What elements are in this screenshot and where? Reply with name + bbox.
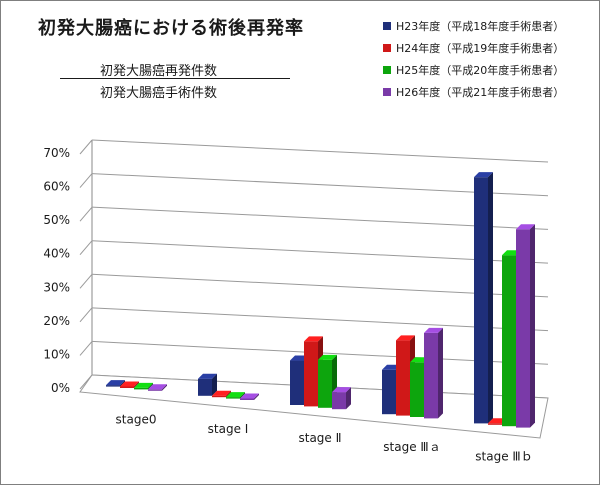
bar-top (226, 392, 245, 398)
gridline-side (79, 206, 93, 222)
bar-top (318, 354, 337, 360)
bar (304, 341, 318, 407)
y-tick-label: 30% (43, 280, 70, 294)
formula-divider (60, 78, 290, 79)
bar-top (212, 390, 231, 396)
legend-swatch (383, 66, 391, 74)
y-tick-label: 70% (43, 146, 70, 160)
gridline (91, 307, 549, 332)
bar (134, 387, 148, 390)
bar (516, 229, 530, 428)
chart-title: 初発大腸癌における術後再発率 (38, 18, 304, 39)
bar (410, 362, 424, 417)
legend-label: H26年度（平成21年度手術患者） (396, 86, 565, 99)
bar (382, 369, 396, 415)
gridline (91, 139, 549, 163)
formula-denominator: 初発大腸癌手術件数 (100, 86, 218, 101)
bar-top (134, 382, 153, 388)
bar (148, 389, 162, 391)
bar-side (488, 172, 493, 424)
gridline (91, 173, 549, 197)
legend-label: H25年度（平成20年度手術患者） (396, 64, 565, 77)
gridline (91, 206, 549, 230)
bar-side (254, 393, 259, 400)
bar-side (226, 390, 231, 398)
legend-label: H23年度（平成18年度手術患者） (396, 20, 565, 33)
y-tick-label: 20% (43, 314, 70, 328)
bar (396, 340, 410, 416)
bar-top (516, 224, 535, 230)
formula-numerator: 初発大腸癌再発件数 (100, 64, 218, 79)
bar-top (396, 335, 415, 341)
legend-item: H26年度（平成21年度手術患者） (383, 81, 564, 103)
y-tick-label: 50% (43, 213, 70, 227)
bar-side (438, 327, 443, 419)
bar (290, 360, 304, 405)
legend-swatch (383, 88, 391, 96)
y-tick-label: 0% (51, 381, 70, 395)
bar-side (120, 380, 125, 387)
x-category-label: stage Ⅰ (208, 422, 249, 436)
gridline-side (79, 139, 93, 155)
legend-swatch (383, 22, 391, 30)
y-tick-label: 40% (43, 247, 70, 261)
bar-top (332, 387, 351, 393)
bar-top (474, 172, 493, 178)
bar (212, 395, 226, 398)
bar (502, 255, 516, 427)
bar (120, 386, 134, 388)
bar (424, 332, 438, 419)
legend-swatch (383, 44, 391, 52)
gridline-side (79, 173, 93, 188)
x-category-label: stage Ⅲａ (383, 440, 440, 454)
bar (318, 359, 332, 408)
bar-side (162, 384, 167, 391)
y-tick-label: 60% (43, 180, 70, 194)
bar-top (304, 336, 323, 342)
bar-side (148, 382, 153, 390)
bar (488, 423, 502, 425)
bar-side (240, 392, 245, 399)
legend-item: H25年度（平成20年度手術患者） (383, 59, 564, 81)
chart-legend: H23年度（平成18年度手術患者） H24年度（平成19年度手術患者） H25年… (383, 15, 564, 103)
bar-side (134, 381, 139, 388)
bar-top (240, 393, 259, 399)
bar (240, 398, 254, 400)
x-category-label: stage Ⅲｂ (475, 449, 532, 463)
bar-top (424, 327, 443, 333)
x-category-label: stage Ⅱ (298, 431, 341, 445)
bar (106, 385, 120, 387)
bar (198, 378, 212, 396)
bar-side (346, 387, 351, 410)
bar (474, 177, 488, 424)
gridline (91, 240, 549, 264)
gridline (91, 273, 549, 298)
legend-item: H23年度（平成18年度手術患者） (383, 15, 564, 37)
gridline-side (79, 240, 93, 256)
bar-side (530, 224, 535, 428)
legend-item: H24年度（平成19年度手術患者） (383, 37, 564, 59)
bar-top (148, 384, 167, 390)
legend-label: H24年度（平成19年度手術患者） (396, 42, 565, 55)
bar-top (198, 373, 217, 379)
gridline-side (79, 341, 93, 356)
bar-side (212, 373, 217, 396)
y-tick-label: 10% (43, 347, 70, 361)
gridline-side (79, 273, 93, 289)
bar (226, 397, 240, 399)
x-category-label: stage0 (116, 413, 157, 427)
gridline-side (79, 307, 93, 323)
bar-top (120, 381, 139, 387)
bar-top (106, 380, 125, 386)
bar (332, 392, 346, 410)
